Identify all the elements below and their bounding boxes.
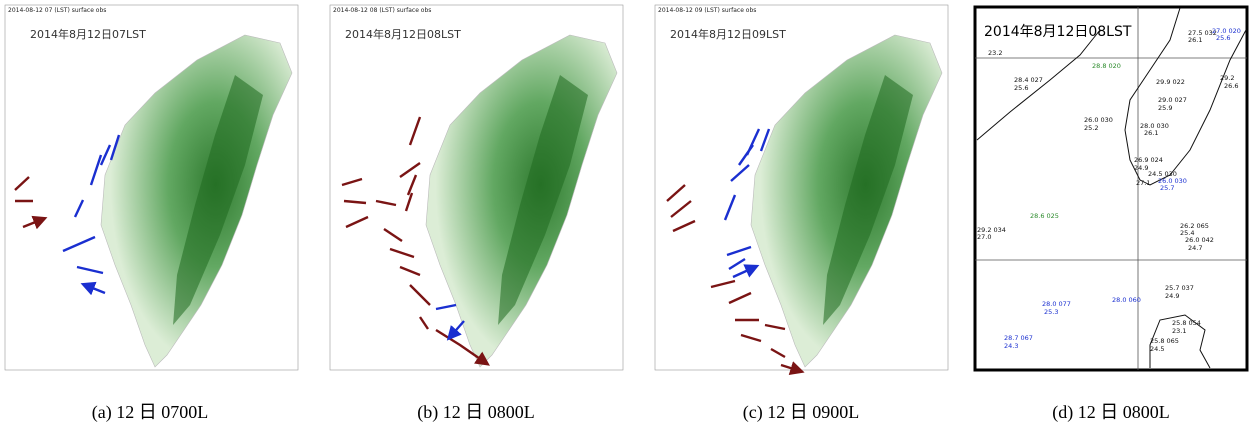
station-value: 26.6 [1224,82,1238,90]
station-value: 25.2 [1084,124,1098,132]
station-value: 29.9 022 [1156,78,1185,86]
station-value: 24.9 [1134,164,1148,172]
station-value: 25.8 065 [1150,337,1179,345]
station-value: 26.0 030 [1158,177,1187,185]
station-value: 26.2 065 [1180,222,1209,230]
station-value: 27.0 020 [1212,27,1241,35]
station-value: 27.1 [1136,179,1150,187]
station-value: 24.5 [1150,345,1164,353]
station-value: 29.0 027 [1158,96,1187,104]
station-value: 29.2 [1220,74,1234,82]
caption: (c) 12 日 0900L [743,402,859,423]
panel-title: 2014年8月12日09LST [670,27,786,41]
panel-c: 2014-08-12 09 (LST) surface obs 2014年8月1… [654,4,949,371]
station-value: 28.0 077 [1042,300,1071,308]
station-value: 25.8 054 [1172,319,1201,327]
station-value: 24.9 [1165,292,1179,300]
panel-title: 2014年8月12日07LST [30,27,146,41]
station-value: 25.4 [1180,229,1194,237]
station-value: 24.5 030 [1148,170,1177,178]
panel-header: 2014-08-12 07 (LST) surface obs [8,7,106,14]
station-value: 29.2 034 [977,226,1006,234]
station-value: 27.0 [977,233,991,241]
station-value: 28.6 025 [1030,212,1059,220]
station-value: 26.0 030 [1084,116,1113,124]
panel-b: 2014-08-12 08 (LST) surface obs 2014年8月1… [329,4,624,370]
station-value: 28.4 027 [1014,76,1043,84]
station-value: 25.9 [1158,104,1172,112]
station-value: 23.1 [1172,327,1186,335]
station-value: 24.7 [1188,244,1202,252]
station-value: 25.7 [1160,184,1174,192]
station-value: 25.6 [1216,34,1230,42]
station-value: 25.3 [1044,308,1058,316]
panel-header: 2014-08-12 08 (LST) surface obs [333,7,431,14]
station-value: 28.8 020 [1092,62,1121,70]
panel-a: 2014-08-12 07 (LST) surface obs 2014年8月1… [4,4,299,371]
station-value: 26.1 [1144,129,1158,137]
station-value: 23.2 [988,49,1002,57]
station-value: 28.0 030 [1140,122,1169,130]
station-value: 26.0 042 [1185,236,1214,244]
station-value: 28.0 060 [1112,296,1141,304]
caption: (b) 12 日 0800L [417,402,534,423]
panel-title: 2014年8月12日08LST [984,24,1132,40]
station-value: 28.7 067 [1004,334,1033,342]
station-value: 25.6 [1014,84,1028,92]
station-value: 26.1 [1188,36,1202,44]
station-value: 27.5 032 [1188,29,1217,37]
panel-title: 2014年8月12日08LST [345,27,461,41]
station-value: 26.9 024 [1134,156,1163,164]
caption: (d) 12 日 0800L [1052,402,1169,423]
panel-header: 2014-08-12 09 (LST) surface obs [658,7,756,14]
station-value: 25.7 037 [1165,284,1194,292]
caption: (a) 12 日 0700L [92,402,208,423]
station-value: 24.3 [1004,342,1018,350]
